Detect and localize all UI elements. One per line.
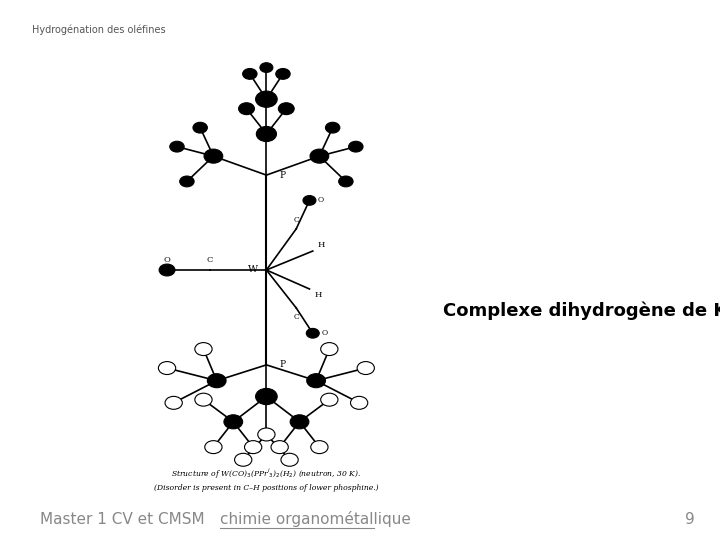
Text: W: W	[248, 266, 258, 274]
Text: H: H	[318, 240, 325, 248]
Circle shape	[279, 103, 294, 114]
Circle shape	[193, 122, 207, 133]
Circle shape	[180, 176, 194, 187]
Text: 9: 9	[685, 512, 695, 527]
Circle shape	[307, 374, 325, 388]
Circle shape	[320, 393, 338, 406]
Circle shape	[195, 342, 212, 355]
Text: O: O	[321, 329, 328, 338]
Circle shape	[320, 342, 338, 355]
Circle shape	[306, 328, 319, 338]
Text: Structure of W(CO)$_3$(PPr$^i$$_3$)$_2$(H$_2$) (neutron, 30 K).: Structure of W(CO)$_3$(PPr$^i$$_3$)$_2$(…	[171, 467, 361, 481]
Circle shape	[165, 396, 182, 409]
Circle shape	[245, 441, 262, 454]
Circle shape	[204, 441, 222, 454]
Circle shape	[238, 103, 254, 114]
Text: Master 1 CV et CMSM: Master 1 CV et CMSM	[40, 512, 204, 527]
Circle shape	[260, 63, 273, 72]
Circle shape	[271, 441, 288, 454]
Text: P: P	[279, 360, 285, 369]
Circle shape	[204, 149, 222, 163]
Circle shape	[357, 362, 374, 375]
Text: C: C	[293, 313, 299, 321]
Circle shape	[224, 415, 243, 429]
Circle shape	[207, 374, 226, 388]
Circle shape	[256, 388, 277, 404]
Circle shape	[348, 141, 363, 152]
Circle shape	[256, 126, 276, 141]
Circle shape	[351, 396, 368, 409]
Circle shape	[303, 195, 316, 205]
Circle shape	[338, 176, 353, 187]
Circle shape	[290, 415, 309, 429]
Circle shape	[258, 428, 275, 441]
Text: O: O	[318, 197, 324, 205]
Circle shape	[311, 441, 328, 454]
Circle shape	[276, 69, 290, 79]
Circle shape	[158, 362, 176, 375]
Circle shape	[235, 453, 252, 466]
Text: chimie organométallique: chimie organométallique	[220, 511, 410, 528]
Text: C: C	[293, 216, 299, 224]
Text: H: H	[315, 292, 322, 300]
Text: C: C	[207, 256, 213, 264]
Text: Hydrogénation des oléfines: Hydrogénation des oléfines	[32, 24, 166, 35]
Circle shape	[281, 453, 298, 466]
Circle shape	[159, 264, 175, 276]
Circle shape	[325, 122, 340, 133]
Text: O: O	[163, 256, 171, 264]
Circle shape	[256, 91, 277, 107]
Text: (Disorder is present in C–H positions of lower phosphine.): (Disorder is present in C–H positions of…	[154, 484, 379, 491]
Circle shape	[170, 141, 184, 152]
Circle shape	[310, 149, 329, 163]
Circle shape	[195, 393, 212, 406]
Text: P: P	[279, 171, 285, 180]
Text: Complexe dihydrogène de Kubas: Complexe dihydrogène de Kubas	[443, 301, 720, 320]
Circle shape	[243, 69, 257, 79]
